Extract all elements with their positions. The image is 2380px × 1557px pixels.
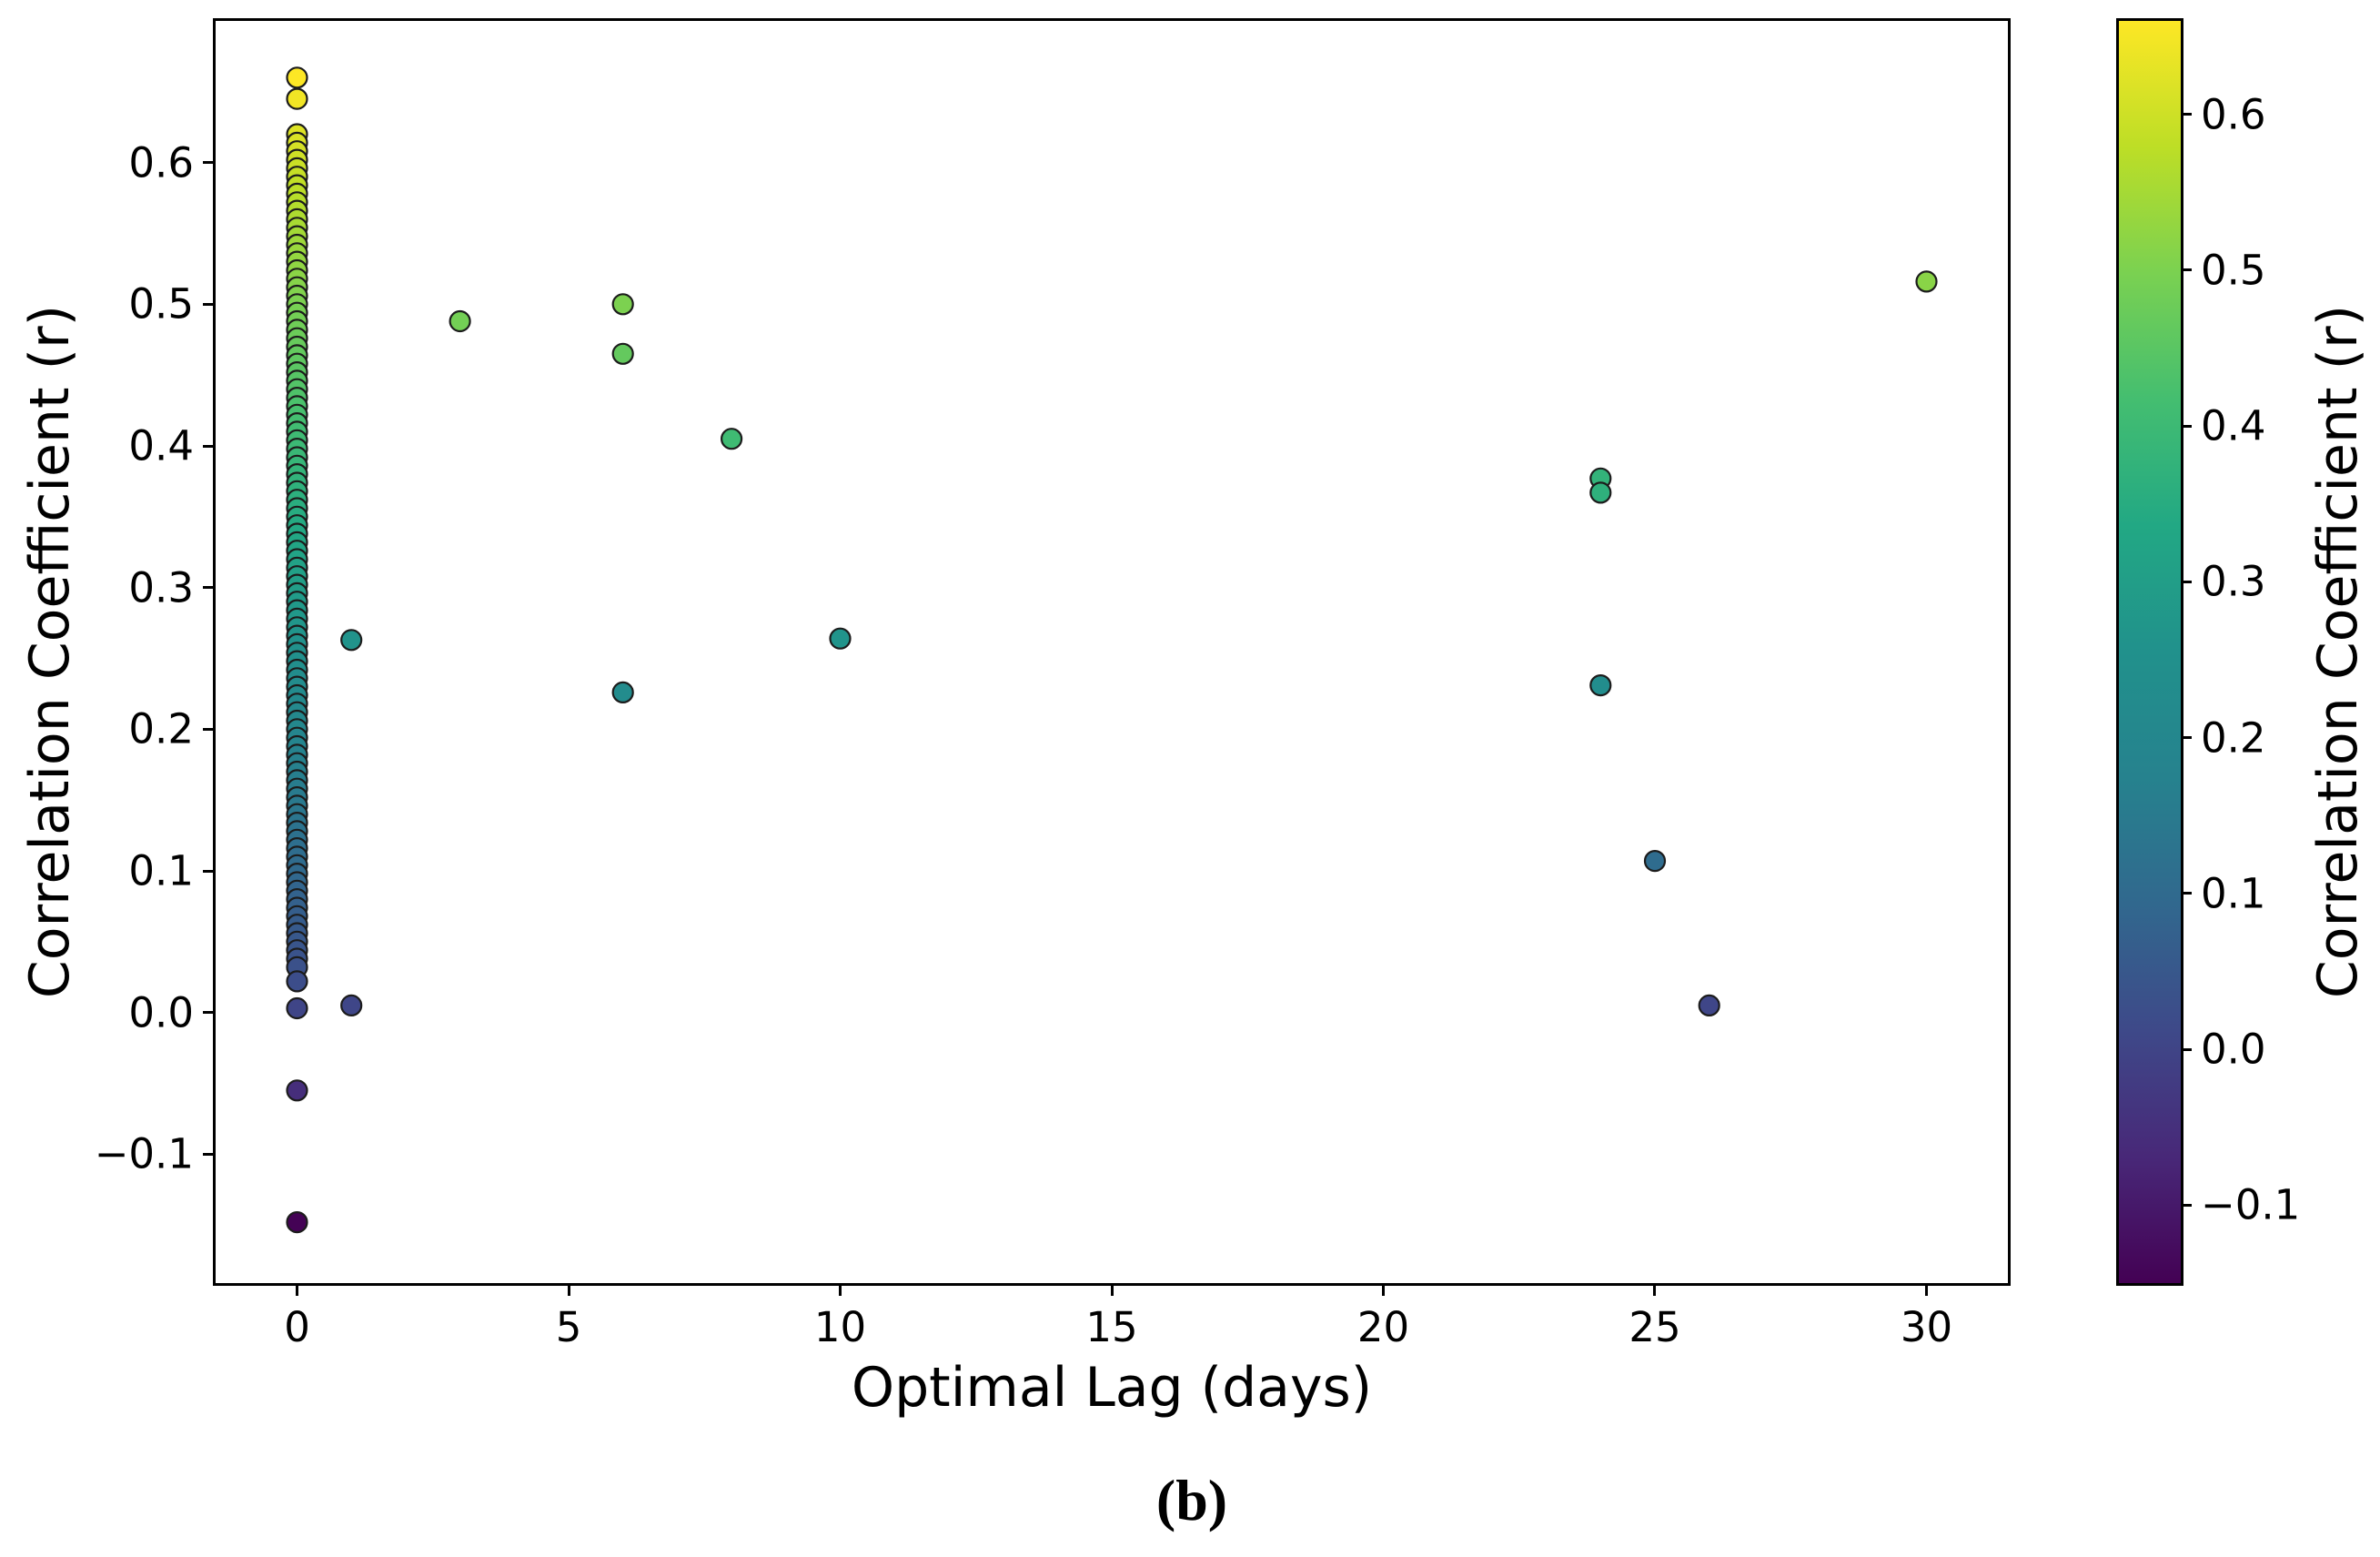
- y-tick-mark: [203, 727, 216, 731]
- x-tick-label: 5: [555, 1303, 582, 1351]
- y-tick-mark: [203, 302, 216, 306]
- y-tick-mark: [203, 1011, 216, 1015]
- colorbar-tick-label: −0.1: [2201, 1180, 2301, 1229]
- y-tick-label: 0.3: [128, 563, 194, 612]
- colorbar-tick-label: 0.5: [2201, 246, 2266, 295]
- colorbar-tick-mark: [2181, 268, 2192, 272]
- y-tick-label: 0.4: [128, 421, 194, 470]
- colorbar-tick-mark: [2181, 892, 2192, 895]
- x-tick-mark: [1924, 1283, 1928, 1296]
- colorbar-tick-label: 0.1: [2201, 869, 2266, 918]
- y-tick-label: 0.0: [128, 988, 194, 1037]
- y-tick-mark: [203, 1152, 216, 1156]
- colorbar-tick-label: 0.6: [2201, 90, 2266, 139]
- colorbar-tick-mark: [2181, 1203, 2192, 1207]
- y-tick-mark: [203, 586, 216, 590]
- x-tick-mark: [1381, 1283, 1385, 1296]
- x-tick-label: 25: [1629, 1303, 1681, 1351]
- x-tick-label: 15: [1085, 1303, 1138, 1351]
- y-tick-mark: [203, 869, 216, 873]
- colorbar-tick-mark: [2181, 424, 2192, 428]
- x-tick-mark: [839, 1283, 842, 1296]
- y-axis-label: Correlation Coefficient (r): [18, 304, 82, 999]
- plot-area: [213, 18, 2011, 1286]
- y-tick-mark: [203, 161, 216, 165]
- colorbar-gradient: [2116, 18, 2183, 1286]
- x-axis-label: Optimal Lag (days): [851, 1356, 1373, 1420]
- colorbar-tick-label: 0.0: [2201, 1025, 2266, 1074]
- x-tick-label: 30: [1900, 1303, 1953, 1351]
- colorbar-tick-mark: [2181, 736, 2192, 740]
- colorbar-label: Correlation Coefficient (r): [2306, 304, 2370, 999]
- y-tick-mark: [203, 444, 216, 448]
- x-tick-label: 20: [1356, 1303, 1410, 1351]
- x-tick-label: 10: [813, 1303, 867, 1351]
- colorbar-tick-label: 0.4: [2201, 401, 2266, 450]
- y-tick-label: 0.1: [128, 846, 194, 895]
- figure-caption: (b): [1155, 1468, 1228, 1532]
- y-tick-label: 0.5: [128, 279, 194, 329]
- colorbar-tick-label: 0.2: [2201, 713, 2266, 763]
- y-tick-label: −0.1: [94, 1129, 194, 1178]
- y-tick-label: 0.6: [128, 138, 194, 187]
- colorbar-tick-mark: [2181, 580, 2192, 583]
- x-tick-mark: [1653, 1283, 1657, 1296]
- colorbar-tick-mark: [2181, 1047, 2192, 1051]
- x-tick-mark: [296, 1283, 299, 1296]
- colorbar-tick-mark: [2181, 113, 2192, 116]
- y-tick-label: 0.2: [128, 704, 194, 753]
- colorbar-tick-label: 0.3: [2201, 557, 2266, 606]
- x-tick-mark: [1110, 1283, 1114, 1296]
- x-tick-label: 0: [284, 1303, 310, 1351]
- x-tick-mark: [567, 1283, 570, 1296]
